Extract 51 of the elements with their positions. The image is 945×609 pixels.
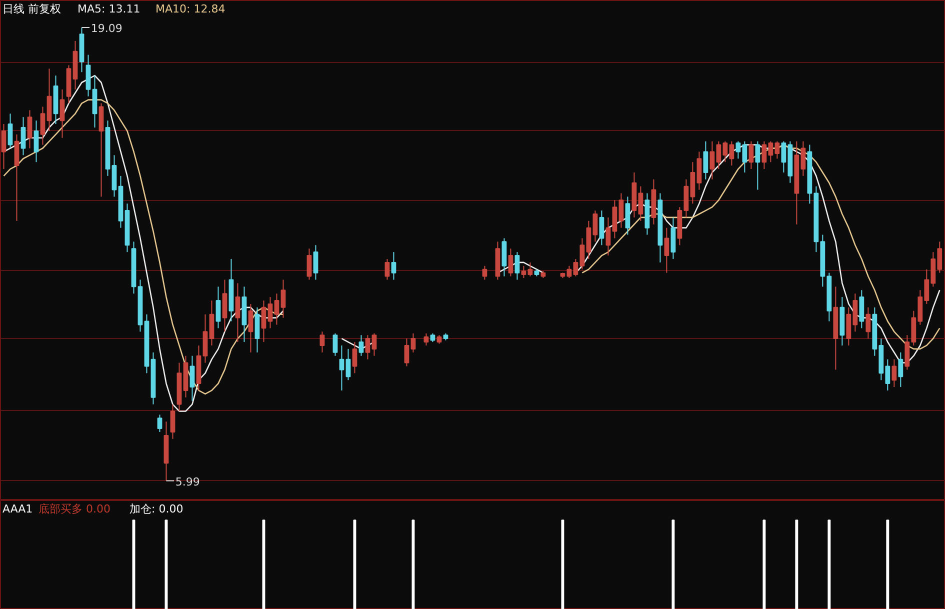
candlestick bbox=[346, 348, 351, 381]
candlestick bbox=[892, 358, 897, 388]
candlestick bbox=[404, 338, 410, 367]
candlestick bbox=[508, 248, 514, 277]
candlestick bbox=[8, 113, 13, 149]
candlestick bbox=[599, 210, 604, 246]
candlestick bbox=[372, 332, 377, 356]
candlestick bbox=[306, 248, 312, 280]
candlestick bbox=[748, 140, 754, 170]
candlestick bbox=[664, 227, 670, 274]
candlestick bbox=[1, 124, 6, 170]
candlestick bbox=[280, 279, 286, 318]
candlestick bbox=[248, 303, 254, 353]
candlestick bbox=[268, 296, 273, 329]
chart-title: 日线 前复权 bbox=[2, 2, 61, 16]
candlestick bbox=[424, 332, 429, 346]
candlestick bbox=[332, 332, 338, 356]
candlestick bbox=[20, 116, 26, 156]
candlestick bbox=[866, 306, 871, 340]
candlestick bbox=[27, 110, 32, 149]
candlestick bbox=[320, 331, 325, 353]
candlestick bbox=[898, 352, 904, 388]
candlestick bbox=[170, 404, 176, 440]
candlestick bbox=[391, 252, 396, 280]
candlestick bbox=[313, 244, 318, 280]
candlestick bbox=[384, 258, 390, 280]
candlestick bbox=[274, 293, 280, 326]
candlestick bbox=[40, 106, 46, 146]
text: 底部买多 0.00 bbox=[38, 502, 110, 516]
candlestick bbox=[410, 332, 416, 353]
candlestick bbox=[358, 334, 364, 356]
text: MA5: 13.11 bbox=[78, 2, 140, 16]
candlestick bbox=[216, 286, 221, 329]
candlestick bbox=[157, 414, 162, 432]
candlestick bbox=[261, 300, 266, 343]
candlestick bbox=[190, 355, 195, 402]
candlestick bbox=[514, 252, 520, 280]
candlestick bbox=[755, 140, 760, 190]
candlestick bbox=[365, 334, 370, 360]
candlestick bbox=[339, 344, 344, 391]
annotation: 5.99 bbox=[175, 475, 200, 488]
candlestick bbox=[60, 88, 65, 138]
candlestick bbox=[352, 342, 358, 374]
chart-title: AAA1 bbox=[2, 502, 33, 516]
text: MA10: 12.84 bbox=[156, 2, 226, 16]
candlestick bbox=[34, 120, 39, 163]
candlestick bbox=[703, 140, 708, 180]
annotation: 19.09 bbox=[90, 22, 122, 35]
series-label: 加仓: 0.00 bbox=[130, 502, 184, 516]
candlestick bbox=[482, 265, 488, 280]
candlestick bbox=[235, 282, 240, 343]
